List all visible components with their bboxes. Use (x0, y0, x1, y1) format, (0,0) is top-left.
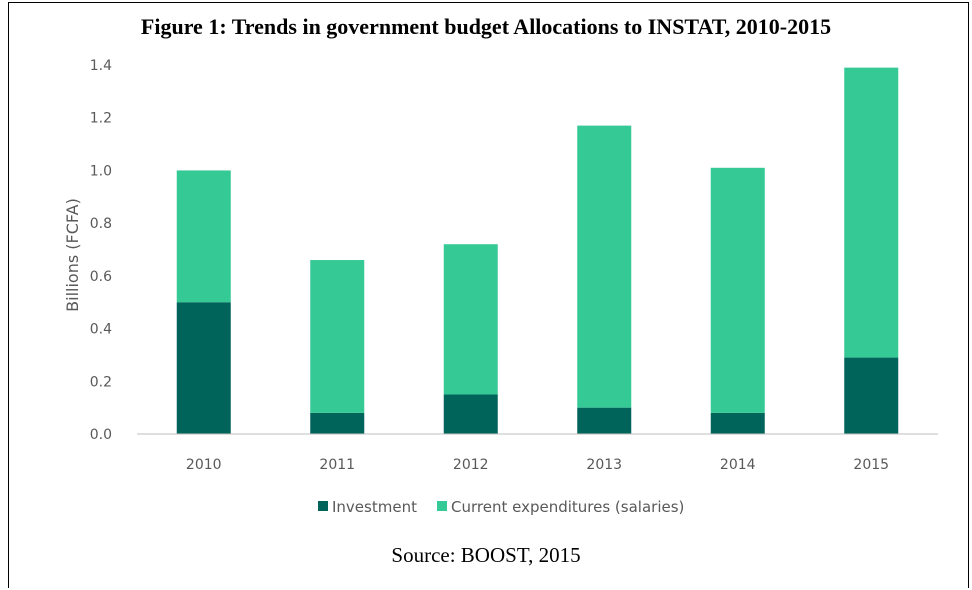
bar-current-2010 (176, 170, 231, 303)
y-tick-label: 0.0 (90, 427, 112, 443)
legend-swatch (318, 501, 328, 511)
y-axis-ticks: 0.0 0.2 0.4 0.6 0.8 1.0 1.2 1.4 (90, 58, 112, 443)
bar-current-2014 (710, 167, 765, 413)
x-tick-label: 2013 (586, 457, 622, 473)
bar-investment-2015 (844, 357, 899, 434)
figure-frame (8, 2, 969, 588)
legend-swatch (437, 501, 447, 511)
x-tick-label: 2014 (720, 457, 756, 473)
stacked-bar-chart: 0.00.20.40.60.81.01.21.4 2010 2011 2012 201… (63, 58, 938, 516)
x-tick-label: 2015 (853, 457, 889, 473)
y-tick-label: 0.8 (90, 216, 112, 232)
bar-investment-2010 (176, 302, 231, 434)
bar-investment-2011 (310, 412, 365, 434)
bar-current-2011 (310, 260, 365, 413)
y-tick-label: 1.2 (90, 111, 112, 127)
legend: Investment Current expenditures (salaries… (318, 498, 684, 516)
bar-current-2012 (443, 244, 498, 395)
y-axis-title: Billions (FCFA) (63, 198, 82, 312)
source-note: Source: BOOST, 2015 (391, 543, 581, 567)
legend-label: Current expenditures (salaries) (451, 498, 684, 516)
x-tick-label: 2010 (186, 457, 222, 473)
x-tick-label: 2012 (453, 457, 489, 473)
y-tick-label: 0.6 (90, 269, 112, 285)
bar-current-2015 (844, 67, 899, 358)
legend-label: Investment (332, 498, 417, 516)
y-tick-label: 0.4 (90, 322, 112, 338)
bar-investment-2014 (710, 412, 765, 434)
x-tick-label: 2011 (319, 457, 355, 473)
bar-investment-2013 (577, 407, 632, 434)
y-tick-label: 0.2 (90, 374, 112, 390)
figure-title: Figure 1: Trends in government budget Al… (140, 14, 832, 39)
bar-investment-2012 (443, 394, 498, 434)
y-tick-label: 1.0 (90, 163, 112, 179)
y-tick-label: 1.4 (90, 58, 112, 74)
bars (176, 67, 899, 434)
x-axis-ticks: 2010 2011 2012 2013 2014 2015 (186, 457, 889, 473)
bar-current-2013 (577, 125, 632, 408)
